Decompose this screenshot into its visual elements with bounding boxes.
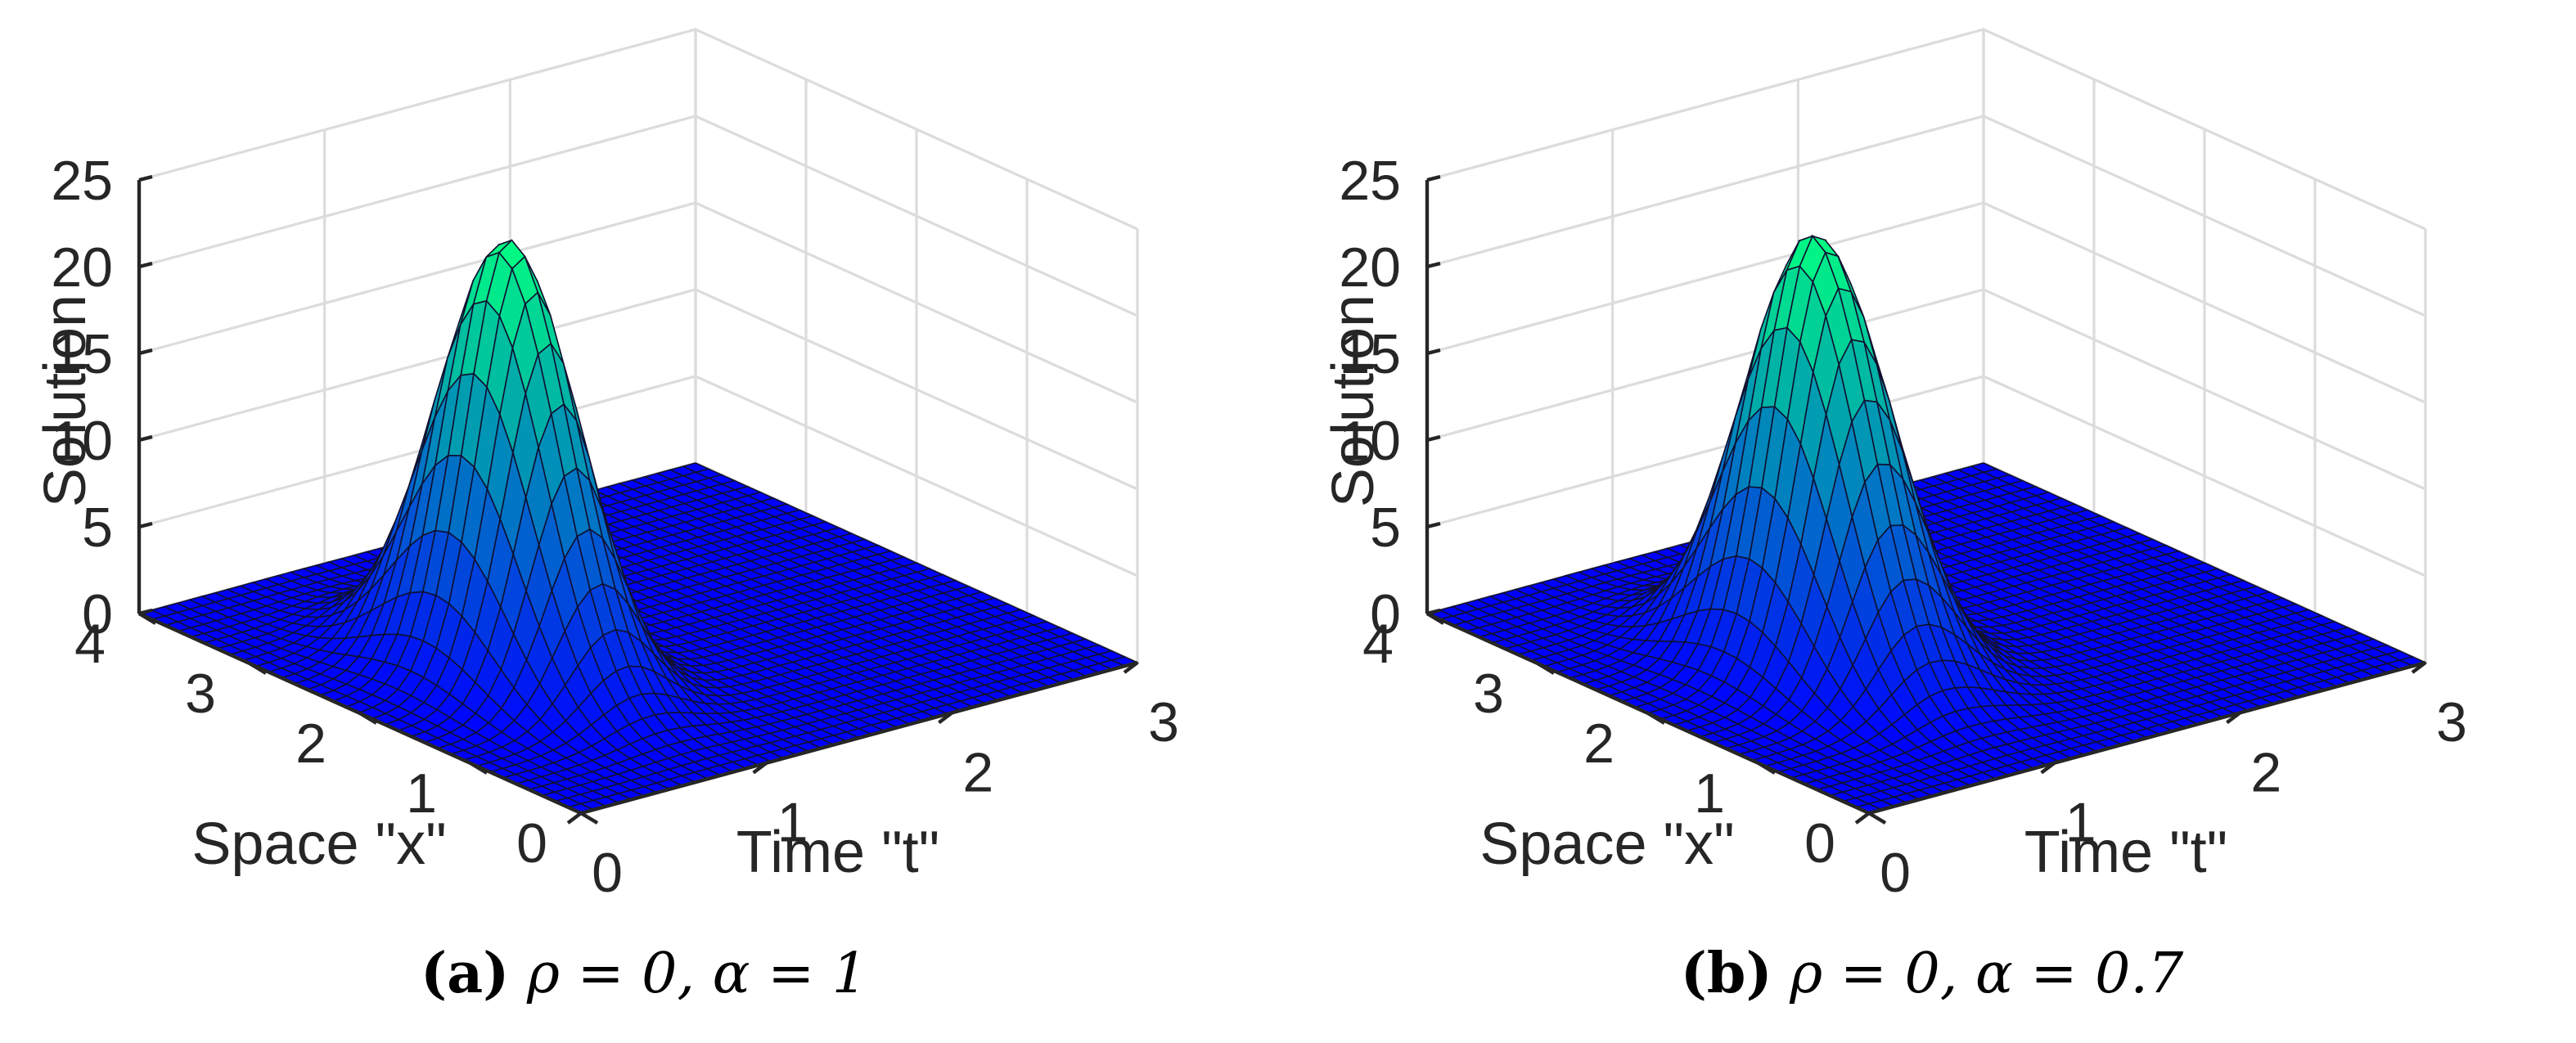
- t-axis-line: [1868, 660, 2426, 816]
- x-tick-label: 4: [74, 613, 106, 675]
- z-tick: [1426, 174, 1441, 182]
- x-tick-label: 1: [1694, 762, 1725, 825]
- x-axis-label: Space "x": [1479, 811, 1734, 877]
- caption-b: (b) ρ = 0, α = 0.7: [1288, 941, 2576, 1006]
- z-tick-label: 0: [82, 583, 113, 645]
- z-tick: [1426, 608, 1441, 616]
- z-tick: [1426, 434, 1441, 443]
- z-tick-label: 10: [1339, 410, 1401, 472]
- t-tick: [566, 811, 583, 825]
- z-tick: [138, 348, 153, 356]
- x-tick-label: 2: [295, 713, 327, 775]
- z-tick-label: 15: [1339, 323, 1401, 385]
- z-tick: [138, 174, 153, 182]
- t-tick-label: 3: [1148, 691, 1179, 753]
- t-axis-label: Time "t": [736, 820, 939, 885]
- t-axis-line: [580, 660, 1138, 816]
- z-tick: [138, 261, 153, 269]
- x-tick: [579, 811, 599, 825]
- chart-panel-a: 0 1 2 3 4 0 1 2 3 0 5 10 15 20 25 Solution Space "x" Time…: [0, 28, 1288, 1006]
- chart-panel-b: 0 1 2 3 4 0 1 2 3 0 5 10 15 20 25 Solution Space "x" Time…: [1288, 0, 2576, 1043]
- z-tick: [138, 608, 153, 616]
- z-tick: [138, 434, 153, 443]
- z-tick-label: 20: [51, 236, 113, 299]
- t-tick-label: 1: [777, 792, 808, 854]
- x-tick: [1757, 762, 1777, 775]
- t-tick: [2411, 661, 2427, 674]
- caption-tag: (a): [420, 941, 510, 1006]
- t-tick: [1854, 811, 1871, 825]
- caption-formula: ρ = 0, α = 1: [526, 942, 868, 1006]
- z-tick-label: 25: [1339, 150, 1401, 212]
- z-tick-label: 5: [1370, 497, 1401, 559]
- caption-tag: (b): [1680, 941, 1772, 1006]
- t-axis-label: Time "t": [2024, 820, 2227, 885]
- z-tick: [1426, 521, 1441, 529]
- z-axis-label: Solution: [1321, 294, 1386, 507]
- t-tick-label: 0: [592, 842, 623, 904]
- z-tick-label: 0: [1370, 583, 1401, 645]
- z-tick-label: 5: [82, 497, 113, 559]
- t-tick: [752, 761, 768, 775]
- x-tick: [1425, 612, 1445, 625]
- t-tick: [2226, 711, 2241, 725]
- x-tick-label: 4: [1362, 613, 1394, 675]
- caption-formula: ρ = 0, α = 0.7: [1790, 942, 2184, 1006]
- x-tick: [1536, 662, 1556, 675]
- z-gridline: [138, 201, 1138, 404]
- x-tick: [1646, 712, 1666, 725]
- z-gridline: [138, 115, 1138, 317]
- x-axis-label: Space "x": [191, 811, 446, 877]
- z-gridline: [1426, 115, 2426, 317]
- t-tick: [2040, 761, 2056, 775]
- z-gridline: [1426, 201, 2426, 404]
- z-tick-label: 15: [51, 323, 113, 385]
- caption-a: (a) ρ = 0, α = 1: [0, 941, 1288, 1006]
- x-tick: [358, 712, 378, 725]
- z-gridline: [138, 288, 1138, 491]
- z-tick: [1426, 261, 1441, 269]
- t-tick: [1123, 661, 1139, 674]
- z-tick-label: 25: [51, 150, 113, 212]
- t-tick-label: 1: [2065, 792, 2096, 854]
- z-tick: [138, 521, 153, 529]
- t-tick: [938, 711, 953, 725]
- x-tick: [1867, 811, 1887, 825]
- t-tick-label: 2: [962, 741, 993, 803]
- x-tick-label: 2: [1583, 713, 1615, 775]
- x-tick-label: 3: [185, 663, 216, 725]
- t-tick-label: 2: [2250, 741, 2281, 803]
- t-tick-label: 3: [2436, 691, 2467, 753]
- x-tick-label: 0: [1804, 812, 1835, 874]
- t-tick-label: 0: [1880, 842, 1911, 904]
- x-tick: [137, 612, 157, 625]
- z-gridline: [1426, 28, 2426, 231]
- x-tick: [469, 762, 489, 775]
- z-axis-label: Solution: [33, 294, 98, 507]
- x-tick: [248, 662, 268, 675]
- x-tick-label: 0: [516, 812, 547, 874]
- z-tick-label: 10: [51, 410, 113, 472]
- x-tick-label: 1: [406, 762, 437, 825]
- surface: [137, 239, 1140, 814]
- z-gridline: [138, 28, 1138, 231]
- z-gridline: [1426, 288, 2426, 491]
- x-tick-label: 3: [1473, 663, 1504, 725]
- surface: [1425, 235, 2428, 814]
- z-tick-label: 20: [1339, 236, 1401, 299]
- z-tick: [1426, 348, 1441, 356]
